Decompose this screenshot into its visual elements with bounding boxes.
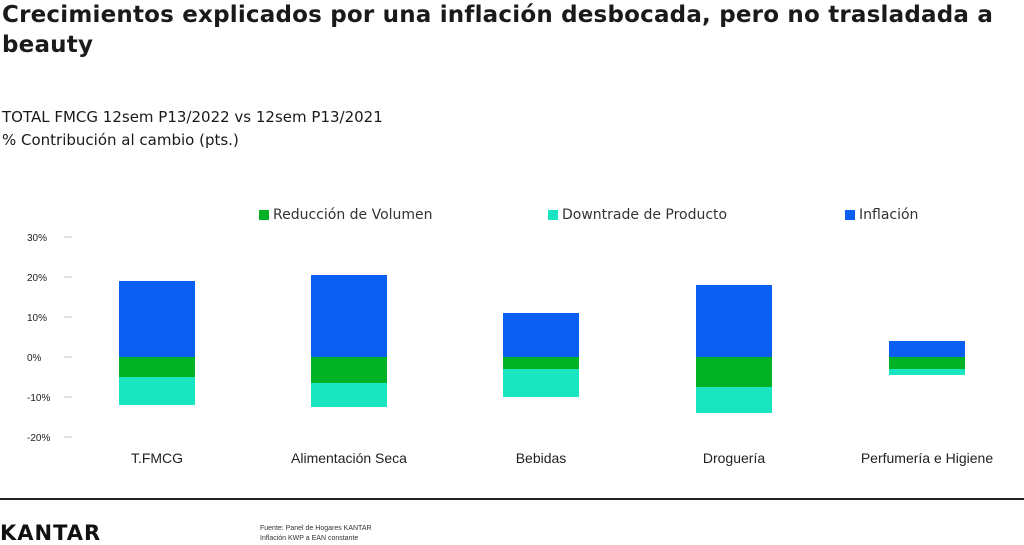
chart-title: Crecimientos explicados por una inflació… — [2, 2, 994, 58]
legend-label-volumen: Reducción de Volumen — [273, 207, 433, 223]
bar-segment — [889, 357, 965, 369]
x-category-label: Perfumería e Higiene — [861, 450, 994, 466]
x-category-label: T.FMCG — [131, 450, 183, 466]
bar-segment — [119, 281, 195, 357]
chart-subtitle: TOTAL FMCG 12sem P13/2022 vs 12sem P13/2… — [2, 108, 383, 126]
y-tick-label: 0% — [27, 353, 42, 364]
bar-segment — [503, 357, 579, 369]
bar-segment — [311, 357, 387, 383]
legend-item-inflacion: Inflación — [845, 206, 918, 224]
y-tick-label: 30% — [27, 233, 47, 244]
x-category-label: Bebidas — [516, 450, 567, 466]
bar-chart: 30% 20% 10% 0% -10% -20% T.FMCG Alimentación Se… — [27, 233, 994, 466]
legend-label-downtrade: Downtrade de Producto — [562, 207, 728, 223]
legend-swatch-inflacion — [845, 210, 855, 220]
y-tick-label: -10% — [27, 393, 50, 404]
bar-segment — [311, 275, 387, 357]
bar-segment — [503, 313, 579, 357]
bar-segment — [119, 377, 195, 405]
bar-segment — [889, 341, 965, 357]
y-tick-label: -20% — [27, 433, 50, 444]
legend-swatch-volumen — [259, 210, 269, 220]
legend-swatch-downtrade — [548, 210, 558, 220]
kantar-logo: KANTAR — [0, 521, 102, 545]
chart-unit-label: % Contribución al cambio (pts.) — [2, 131, 239, 149]
bar-segment — [311, 383, 387, 407]
legend-item-volumen: Reducción de Volumen — [259, 206, 433, 224]
source-note: Fuente: Panel de Hogares KANTAR Inflació… — [260, 524, 372, 544]
bar-segment — [889, 369, 965, 375]
legend-label-inflacion: Inflación — [859, 207, 919, 223]
x-category-label: Alimentación Seca — [291, 450, 407, 466]
legend-item-downtrade: Downtrade de Producto — [548, 206, 727, 224]
source-line-1: Fuente: Panel de Hogares KANTAR — [260, 525, 372, 532]
bar-segment — [696, 387, 772, 413]
x-category-label: Droguería — [703, 450, 765, 466]
y-tick-label: 10% — [27, 313, 47, 324]
y-tick-label: 20% — [27, 273, 47, 284]
footer-divider — [0, 498, 1024, 500]
source-line-2: Inflación KWP a EAN constante — [260, 535, 359, 542]
bar-segment — [503, 369, 579, 397]
bar-segment — [696, 285, 772, 357]
bar-segment — [696, 357, 772, 387]
bar-segment — [119, 357, 195, 377]
